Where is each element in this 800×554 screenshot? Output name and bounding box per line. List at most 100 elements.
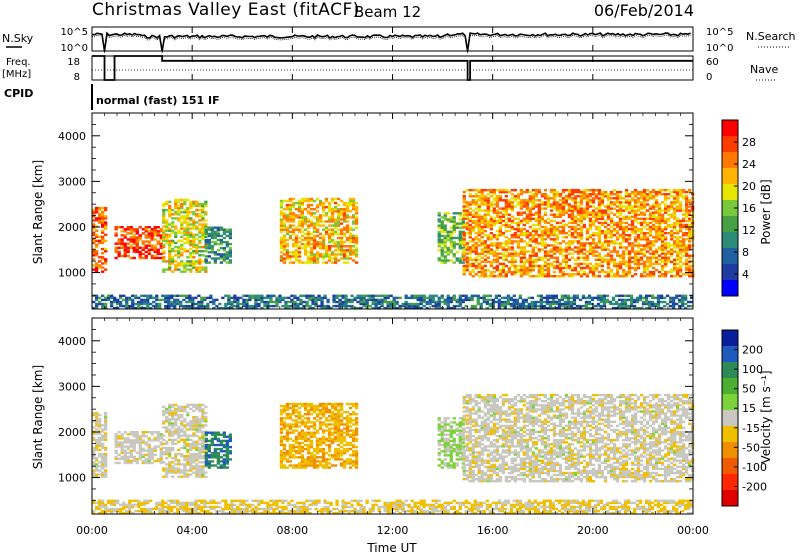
echo-cell: [645, 197, 650, 200]
echo-cell: [516, 254, 520, 257]
echo-cell: [104, 247, 108, 251]
echo-cell: [168, 452, 172, 456]
echo-cell: [216, 238, 220, 242]
echo-cell: [189, 233, 193, 236]
echo-cell: [654, 190, 659, 194]
echo-cell: [629, 300, 634, 304]
echo-cell: [333, 240, 338, 244]
echo-cell: [552, 188, 557, 192]
echo-cell: [549, 238, 554, 241]
echo-cell: [407, 304, 411, 308]
echo-cell: [512, 300, 516, 304]
echo-cell: [101, 229, 105, 232]
echo-cell: [630, 244, 635, 247]
echo-cell: [413, 304, 417, 308]
echo-cell: [552, 275, 557, 278]
echo-cell: [188, 296, 192, 300]
echo-cell: [621, 225, 626, 229]
echo-cell: [422, 300, 426, 304]
echo-cell: [560, 294, 565, 297]
echo-cell: [189, 444, 193, 448]
echo-cell: [324, 251, 329, 254]
echo-cell: [200, 296, 204, 300]
echo-cell: [621, 236, 626, 239]
echo-cell: [480, 225, 484, 229]
echo-cell: [297, 214, 302, 217]
echo-cell: [330, 210, 335, 213]
echo-cell: [543, 211, 548, 214]
echo-cell: [623, 294, 628, 297]
echo-cell: [670, 201, 674, 204]
echo-cell: [114, 437, 118, 440]
echo-cell: [254, 302, 258, 306]
echo-cell: [228, 247, 232, 250]
echo-cell: [685, 250, 689, 253]
echo-cell: [504, 236, 508, 239]
echo-cell: [171, 223, 175, 226]
echo-cell: [327, 224, 332, 227]
echo-cell: [537, 273, 541, 276]
echo-cell: [495, 234, 499, 237]
echo-cell: [645, 244, 650, 247]
echo-cell: [222, 230, 226, 233]
echo-cell: [171, 208, 175, 212]
echo-cell: [513, 270, 517, 274]
echo-cell: [134, 294, 138, 297]
echo-cell: [348, 253, 353, 256]
echo-cell: [174, 442, 178, 446]
echo-cell: [294, 242, 299, 246]
echo-cell: [630, 207, 635, 210]
echo-cell: [327, 240, 332, 244]
echo-cell: [449, 232, 453, 236]
echo-cell: [573, 197, 578, 200]
echo-cell: [297, 203, 302, 207]
echo-cell: [153, 437, 157, 440]
echo-cell: [282, 253, 287, 256]
echo-cell: [458, 240, 462, 244]
echo-cell: [663, 296, 667, 300]
echo-cell: [428, 302, 432, 306]
echo-cell: [576, 217, 581, 220]
echo-cell: [603, 213, 608, 216]
echo-cell: [627, 260, 632, 264]
echo-cell: [521, 300, 525, 304]
echo-cell: [225, 230, 229, 233]
echo-cell: [134, 302, 138, 306]
echo-cell: [543, 256, 548, 259]
echo-cell: [452, 218, 456, 221]
echo-cell: [332, 304, 336, 308]
echo-cell: [291, 230, 296, 233]
echo-cell: [162, 420, 166, 423]
echo-cell: [110, 296, 114, 300]
echo-cell: [594, 211, 599, 214]
echo-cell: [294, 238, 299, 242]
echo-cell: [681, 300, 685, 304]
echo-cell: [222, 255, 226, 258]
echo-cell: [527, 304, 531, 308]
echo-cell: [95, 440, 99, 443]
echo-cell: [348, 249, 353, 252]
echo-cell: [177, 208, 181, 212]
echo-cell: [177, 428, 181, 431]
echo-cell: [531, 252, 535, 255]
echo-cell: [534, 205, 538, 208]
echo-cell: [303, 222, 308, 225]
echo-cell: [180, 430, 184, 433]
echo-cell: [612, 258, 617, 261]
echo-cell: [183, 442, 187, 446]
echo-cell: [287, 304, 291, 308]
echo-cell: [98, 420, 102, 423]
echo-cell: [236, 296, 240, 300]
echo-cell: [688, 254, 692, 257]
echo-cell: [614, 300, 619, 304]
echo-cell: [549, 250, 554, 253]
echo-cell: [531, 227, 535, 231]
echo-cell: [300, 197, 305, 201]
echo-cell: [585, 250, 590, 253]
echo-cell: [648, 252, 653, 255]
echo-cell: [315, 197, 320, 201]
echo-cell: [315, 216, 320, 219]
echo-cell: [282, 245, 287, 248]
echo-cell: [688, 209, 692, 212]
echo-cell: [624, 234, 629, 237]
